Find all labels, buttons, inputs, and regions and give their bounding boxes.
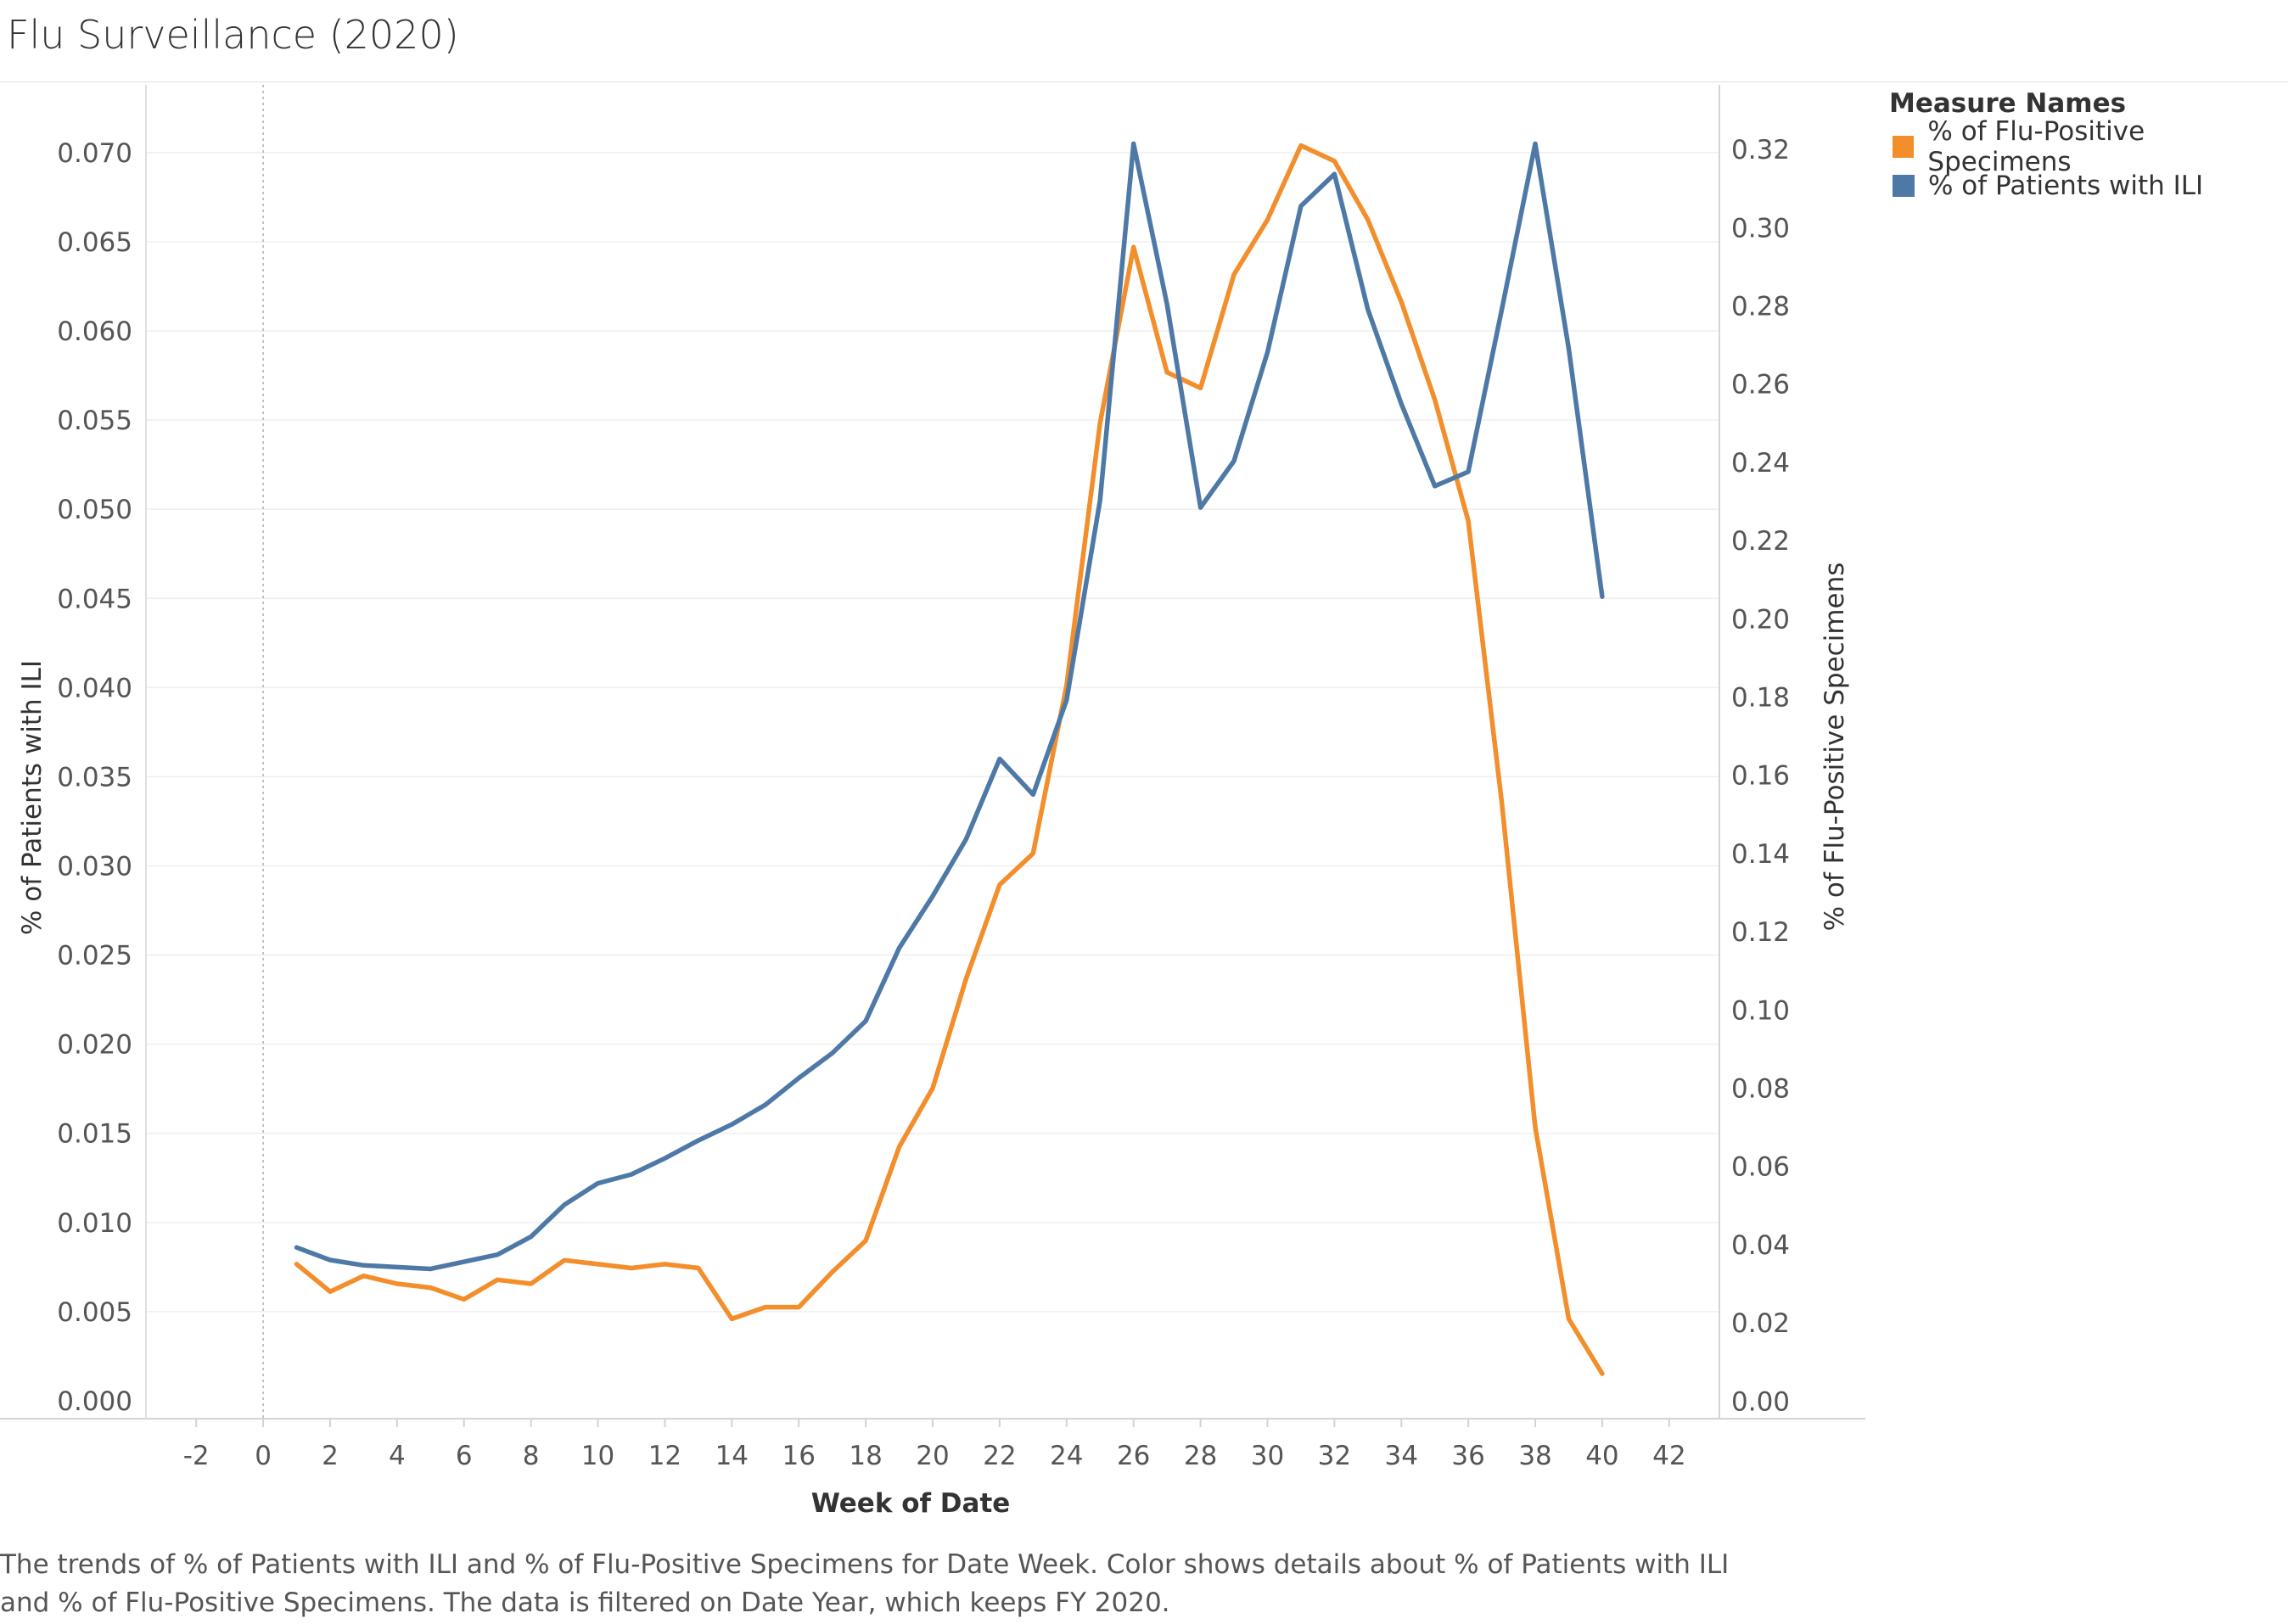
x-tick-label: 36 [1451, 1441, 1484, 1471]
x-tick-label: 22 [983, 1441, 1016, 1471]
y-tick-label-left: 0.035 [57, 762, 132, 792]
legend-swatch-blue [1893, 175, 1915, 197]
y-axis-title-right: % of Flu-Positive Specimens [1820, 563, 1850, 932]
y-tick-label-left: 0.010 [57, 1208, 132, 1239]
x-tick-label: 4 [389, 1441, 406, 1471]
y-tick-label-left: 0.060 [57, 316, 132, 347]
x-tick-label: 2 [322, 1441, 339, 1471]
y-tick-label-right: 0.28 [1731, 291, 1790, 322]
legend-item-patients-ili[interactable]: % of Patients with ILI [1889, 166, 2288, 205]
x-axis-title: Week of Date [811, 1488, 1011, 1519]
y-tick-label-left: 0.005 [57, 1297, 132, 1328]
x-tick-label: 6 [456, 1441, 473, 1471]
x-tick-label: 16 [782, 1441, 815, 1471]
legend-swatch-orange [1893, 136, 1915, 158]
y-tick-label-left: 0.070 [57, 138, 132, 169]
x-tick-label: 32 [1318, 1441, 1351, 1471]
y-tick-label-left: 0.040 [57, 673, 132, 703]
y-tick-label-right: 0.00 [1731, 1386, 1790, 1417]
y-tick-label-left: 0.015 [57, 1119, 132, 1150]
y-tick-label-left: 0.030 [57, 852, 132, 882]
legend-title: Measure Names [1889, 88, 2127, 119]
legend: Measure Names % of Flu-Positive Specimen… [1889, 88, 2288, 205]
y-tick-label-right: 0.30 [1731, 213, 1790, 244]
y-tick-label-right: 0.24 [1731, 448, 1790, 479]
x-tick-label: 10 [581, 1441, 614, 1471]
x-tick-label: 8 [523, 1441, 540, 1471]
y-tick-label-left: 0.065 [57, 227, 132, 258]
page-title: Flu Surveillance (2020) [7, 12, 459, 58]
y-tick-label-right: 0.16 [1731, 761, 1790, 792]
series-line-flu-positive[interactable] [294, 143, 1605, 1376]
legend-label: % of Patients with ILI [1928, 171, 2204, 201]
dual-axis-line-chart: 0.0000.0050.0100.0150.0200.0250.0300.035… [0, 85, 1865, 1519]
x-tick-label: 30 [1251, 1441, 1284, 1471]
chart-caption: The trends of % of Patients with ILI and… [0, 1549, 1730, 1618]
y-tick-label-left: 0.025 [57, 941, 132, 972]
x-tick-label: 14 [715, 1441, 749, 1471]
legend-item-flu-positive[interactable]: % of Flu-Positive Specimens [1889, 116, 2288, 177]
x-tick-label: 38 [1518, 1441, 1551, 1471]
x-tick-label: 40 [1585, 1441, 1618, 1471]
x-tick-label: 24 [1050, 1441, 1083, 1471]
y-tick-label-right: 0.08 [1731, 1073, 1790, 1104]
y-tick-label-left: 0.050 [57, 495, 132, 525]
title-divider [0, 81, 2288, 82]
y-tick-label-left: 0.000 [57, 1386, 132, 1417]
x-tick-label: 18 [849, 1441, 882, 1471]
series-line-patients-ili[interactable] [294, 141, 1605, 1272]
x-tick-label: 26 [1117, 1441, 1150, 1471]
y-tick-label-right: 0.06 [1731, 1152, 1790, 1183]
x-tick-label: 28 [1184, 1441, 1217, 1471]
y-axis-title-left: % of Patients with ILI [17, 660, 48, 935]
y-tick-label-right: 0.22 [1731, 526, 1790, 557]
axes: 0.0000.0050.0100.0150.0200.0250.0300.035… [0, 85, 1865, 1471]
y-tick-label-right: 0.04 [1731, 1230, 1790, 1261]
y-tick-label-right: 0.12 [1731, 917, 1790, 948]
y-tick-label-right: 0.14 [1731, 839, 1790, 870]
y-tick-label-right: 0.18 [1731, 682, 1790, 713]
y-tick-label-right: 0.20 [1731, 604, 1790, 635]
x-tick-label: 12 [648, 1441, 681, 1471]
y-tick-label-right: 0.10 [1731, 995, 1790, 1026]
y-tick-label-left: 0.045 [57, 584, 132, 614]
y-tick-label-right: 0.26 [1731, 370, 1790, 400]
y-tick-label-left: 0.055 [57, 406, 132, 436]
x-tick-label: 0 [255, 1441, 272, 1471]
y-tick-label-right: 0.02 [1731, 1308, 1790, 1339]
x-tick-label: 20 [916, 1441, 949, 1471]
gridlines [146, 152, 1719, 1313]
plot-lines [294, 141, 1605, 1376]
y-tick-label-left: 0.020 [57, 1030, 132, 1061]
x-tick-label: -2 [183, 1441, 210, 1471]
x-tick-label: 42 [1652, 1441, 1685, 1471]
legend-label: % of Flu-Positive Specimens [1927, 116, 2145, 177]
y-tick-label-right: 0.32 [1731, 135, 1790, 165]
x-tick-label: 34 [1385, 1441, 1418, 1471]
